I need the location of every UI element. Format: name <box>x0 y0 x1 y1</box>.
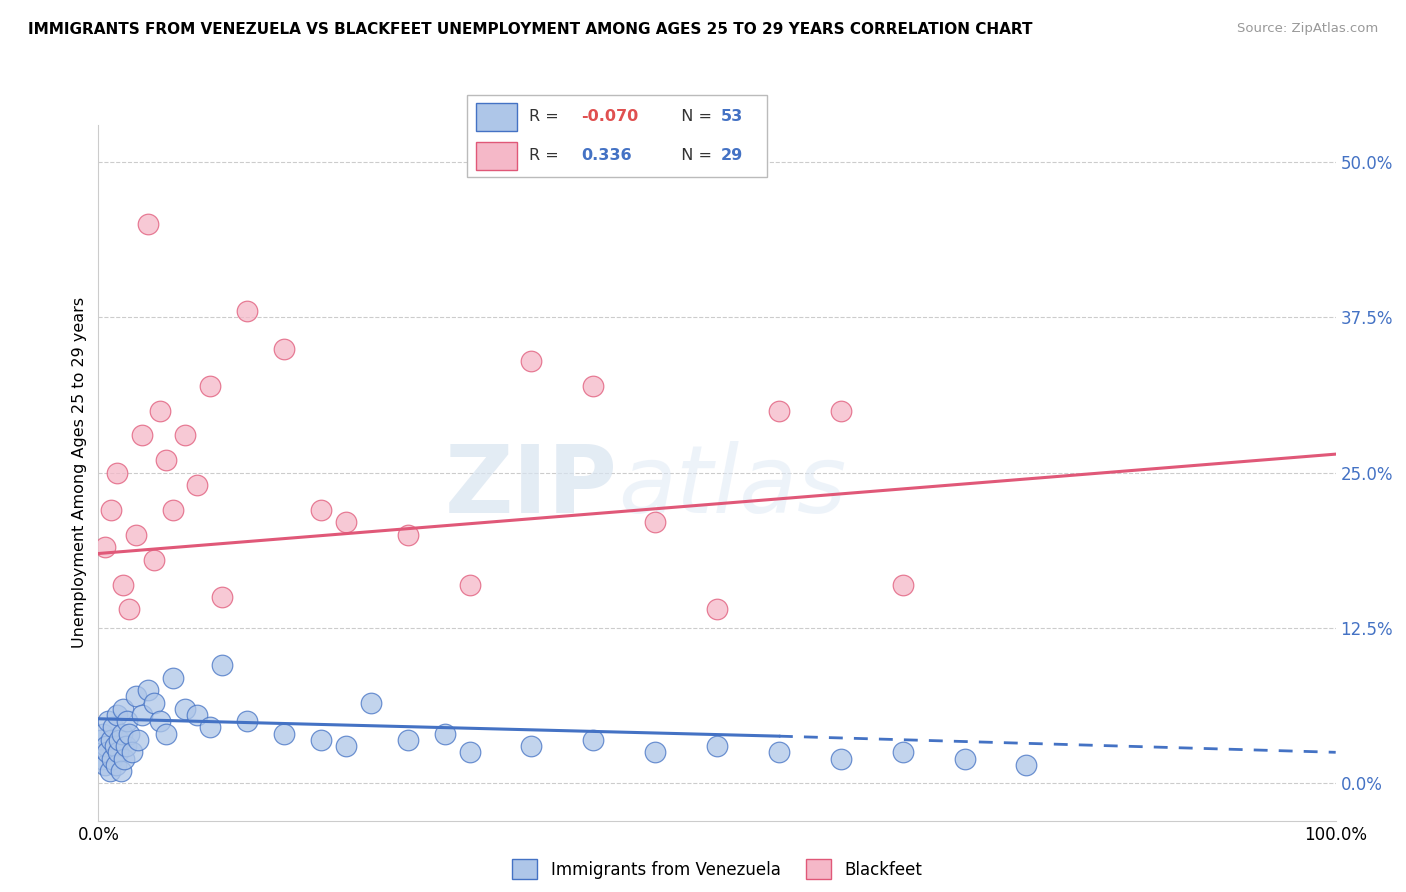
Point <box>131 708 153 723</box>
Point <box>236 714 259 729</box>
Point <box>115 714 138 729</box>
Point <box>520 354 543 368</box>
Point <box>335 739 357 753</box>
Point <box>582 379 605 393</box>
Y-axis label: Unemployment Among Ages 25 to 29 years: Unemployment Among Ages 25 to 29 years <box>72 297 87 648</box>
Point <box>155 453 177 467</box>
Text: Source: ZipAtlas.com: Source: ZipAtlas.com <box>1237 22 1378 36</box>
Point <box>273 726 295 740</box>
Text: atlas: atlas <box>619 442 846 533</box>
Point <box>111 726 134 740</box>
Point <box>104 757 127 772</box>
Point <box>94 739 117 753</box>
Point <box>155 726 177 740</box>
Point <box>124 528 146 542</box>
Point <box>101 751 124 765</box>
Point <box>236 304 259 318</box>
Text: R =: R = <box>529 110 564 125</box>
Point <box>114 739 136 753</box>
Point <box>768 403 790 417</box>
Point <box>112 577 135 591</box>
Point <box>768 745 790 759</box>
Point <box>143 552 166 567</box>
Point <box>309 503 332 517</box>
Point <box>273 342 295 356</box>
Point <box>103 739 125 753</box>
Point <box>97 714 120 729</box>
Point <box>93 726 115 740</box>
Text: 53: 53 <box>721 110 742 125</box>
Point <box>198 721 221 735</box>
Point <box>309 732 332 747</box>
Point <box>335 516 357 530</box>
Text: -0.070: -0.070 <box>582 110 638 125</box>
Point <box>91 751 114 765</box>
Point <box>1015 757 1038 772</box>
Point <box>143 696 166 710</box>
Point <box>186 478 208 492</box>
Point <box>110 764 132 778</box>
Point <box>93 541 115 555</box>
Point <box>458 577 481 591</box>
Point <box>211 590 233 604</box>
Point <box>105 466 128 480</box>
Point <box>108 732 131 747</box>
Point <box>100 503 122 517</box>
Text: 29: 29 <box>721 147 742 162</box>
Point <box>198 379 221 393</box>
Point <box>458 745 481 759</box>
Text: N =: N = <box>671 110 717 125</box>
Point <box>93 757 115 772</box>
Point <box>121 745 143 759</box>
Point <box>149 403 172 417</box>
Point <box>105 708 128 723</box>
Text: IMMIGRANTS FROM VENEZUELA VS BLACKFEET UNEMPLOYMENT AMONG AGES 25 TO 29 YEARS CO: IMMIGRANTS FROM VENEZUELA VS BLACKFEET U… <box>28 22 1032 37</box>
Point <box>953 751 976 765</box>
Point <box>891 745 914 759</box>
Legend: Immigrants from Venezuela, Blackfeet: Immigrants from Venezuela, Blackfeet <box>506 853 928 886</box>
Point <box>396 528 419 542</box>
Point <box>706 602 728 616</box>
FancyBboxPatch shape <box>477 142 516 169</box>
Point <box>891 577 914 591</box>
Point <box>644 745 666 759</box>
Point <box>118 726 141 740</box>
Point <box>90 732 112 747</box>
Point <box>396 732 419 747</box>
FancyBboxPatch shape <box>467 95 768 177</box>
Point <box>136 683 159 698</box>
Point <box>520 739 543 753</box>
Point <box>830 751 852 765</box>
Point <box>96 745 118 759</box>
Text: R =: R = <box>529 147 569 162</box>
FancyBboxPatch shape <box>477 103 516 131</box>
Text: N =: N = <box>671 147 717 162</box>
Point <box>103 721 125 735</box>
Point <box>360 696 382 710</box>
Point <box>644 516 666 530</box>
Point <box>131 428 153 442</box>
Point <box>118 602 141 616</box>
Point <box>174 702 197 716</box>
Text: ZIP: ZIP <box>446 441 619 533</box>
Point <box>107 745 129 759</box>
Point <box>100 732 122 747</box>
Point <box>162 671 184 685</box>
Point <box>98 764 121 778</box>
Point <box>582 732 605 747</box>
Point <box>112 751 135 765</box>
Point <box>124 690 146 704</box>
Point <box>136 217 159 231</box>
Point <box>127 732 149 747</box>
Point <box>211 658 233 673</box>
Point <box>706 739 728 753</box>
Point <box>186 708 208 723</box>
Point <box>162 503 184 517</box>
Point <box>149 714 172 729</box>
Point <box>174 428 197 442</box>
Point <box>830 403 852 417</box>
Point <box>433 726 456 740</box>
Point <box>112 702 135 716</box>
Text: 0.336: 0.336 <box>582 147 633 162</box>
